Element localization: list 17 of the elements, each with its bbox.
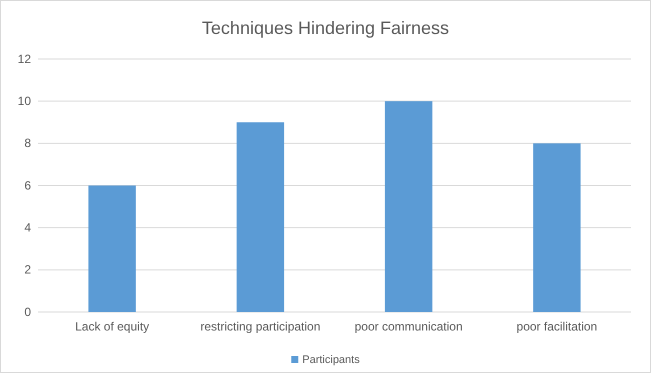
y-tick-label: 12 bbox=[18, 52, 32, 66]
y-tick-label: 0 bbox=[24, 304, 32, 319]
y-tick-label: 8 bbox=[24, 136, 32, 150]
bar bbox=[384, 101, 432, 312]
bar bbox=[236, 122, 284, 312]
y-tick-label: 4 bbox=[24, 220, 32, 235]
y-tick-label: 10 bbox=[18, 94, 32, 108]
y-tick-label: 2 bbox=[24, 262, 32, 277]
legend-label: Participants bbox=[302, 354, 360, 366]
x-tick-label: poor facilitation bbox=[516, 320, 598, 334]
y-tick-label: 6 bbox=[24, 178, 32, 192]
x-tick-label: poor communication bbox=[354, 320, 463, 334]
x-tick-label: restricting participation bbox=[200, 320, 320, 334]
bar bbox=[533, 143, 581, 312]
bar bbox=[88, 186, 136, 312]
x-tick-label: Lack of equity bbox=[75, 320, 150, 334]
chart-title: Techniques Hindering Fairness bbox=[202, 18, 450, 38]
